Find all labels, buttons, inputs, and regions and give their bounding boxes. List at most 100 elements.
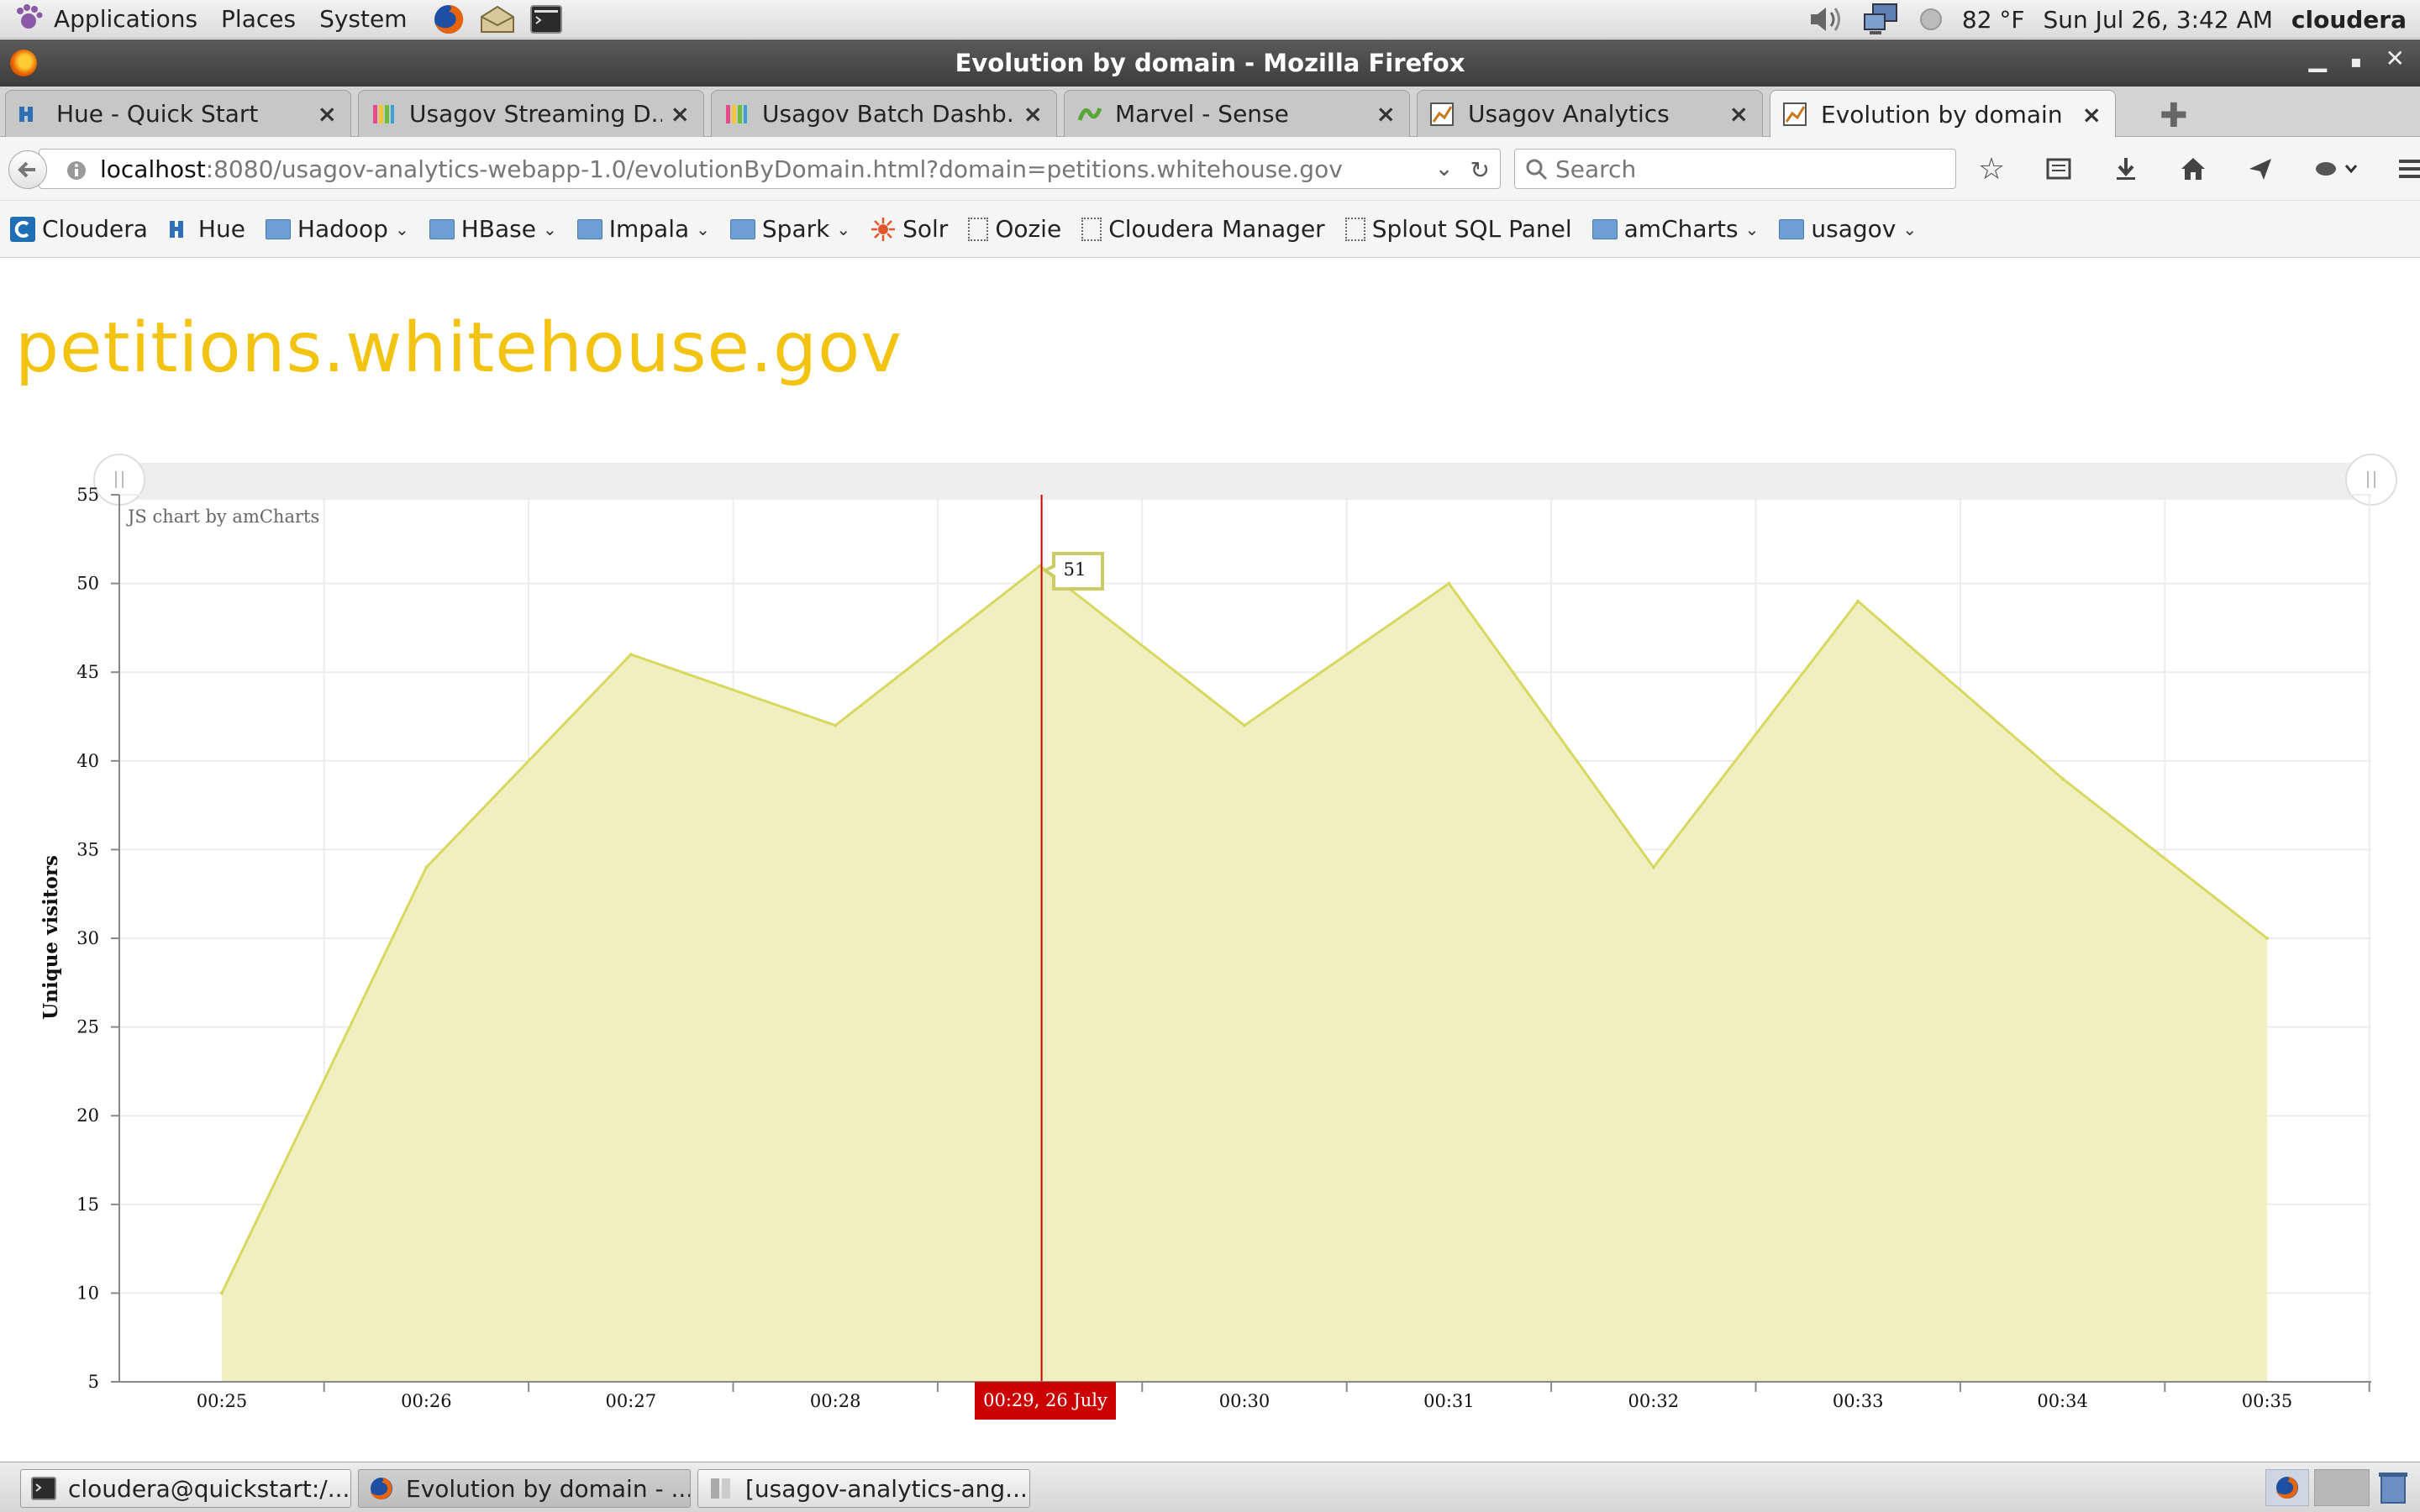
bookmark-folder-impala[interactable]: Impala ⌄ [576,215,710,243]
tab-hue-quick-start[interactable]: Hue - Quick Start × [5,90,351,137]
site-info-icon[interactable] [66,160,87,185]
scrollbar-right-handle[interactable] [2345,454,2397,506]
applications-menu[interactable]: Applications [0,3,209,36]
url-host: localhost [100,155,206,183]
tab-close-icon[interactable]: × [2081,100,2102,129]
data-point [220,1291,224,1295]
tab-close-icon[interactable]: × [1023,100,1043,128]
weather-icon [1919,8,1942,30]
tab-usagov-analytics[interactable]: Usagov Analytics × [1417,90,1763,137]
series-line-segment [1652,600,1860,869]
bookmark-oozie[interactable]: Oozie [968,215,1061,243]
terminal-launcher[interactable] [527,3,566,36]
bookmark-folder-hadoop[interactable]: Hadoop ⌄ [265,215,409,243]
hamburger-menu-icon[interactable] [2395,152,2420,186]
volume-icon[interactable] [1807,4,1844,34]
y-tick-label: 50 [76,574,99,594]
x-tick-label: 00:33 [1833,1391,1884,1411]
amcharts-credit[interactable]: JS chart by amCharts [126,507,319,527]
tab-usagov-batch[interactable]: Usagov Batch Dashb... × [711,90,1057,137]
y-tick-label: 20 [76,1105,99,1126]
close-window-icon[interactable]: ✕ [2385,45,2405,72]
data-point [2265,937,2269,940]
trash-icon[interactable] [2375,1469,2412,1506]
firefox-icon [371,1478,392,1499]
bookmark-splout-sql-panel[interactable]: Splout SQL Panel [1344,215,1572,243]
x-tick-label: 00:27 [606,1391,657,1411]
tab-label: Usagov Analytics [1468,100,1670,128]
clock[interactable]: Sun Jul 26, 3:42 AM [2043,5,2273,34]
tray-firefox-icon[interactable] [2265,1469,2309,1506]
window-title: Evolution by domain - Mozilla Firefox [955,49,1465,77]
folder-icon [429,218,455,239]
url-path: :8080/usagov-analytics-webapp-1.0/evolut… [205,155,1343,183]
bookmark-folder-amcharts[interactable]: amCharts ⌄ [1591,215,1759,243]
home-icon[interactable] [2176,152,2210,186]
y-tick-label: 25 [76,1017,99,1037]
page-content: petitions.whitehouse.gov 5 10 15 20 25 30 35 40… [0,258,2420,1461]
tab-label: Evolution by domain [1821,100,2063,129]
y-tick-label: 30 [76,928,99,948]
url-dropdown-icon[interactable]: ⌄ [1434,156,1454,181]
tab-close-icon[interactable]: × [1376,100,1396,128]
reload-icon[interactable]: ↻ [1470,156,1490,184]
bookmark-cloudera-manager[interactable]: Cloudera Manager [1081,215,1325,243]
tab-evolution-by-domain[interactable]: Evolution by domain × [1770,90,2116,138]
scrollbar-left-handle[interactable] [93,454,145,506]
search-input[interactable]: Search [1514,149,1956,189]
network-icon[interactable] [1863,3,1900,36]
series-line-segment [1448,582,1655,869]
series-line-segment [220,866,428,1294]
tab-usagov-streaming[interactable]: Usagov Streaming D... × [358,90,704,137]
share-icon[interactable] [2244,152,2277,186]
chart-scrollbar[interactable] [118,463,2373,500]
workspace-switcher[interactable] [2314,1469,2370,1506]
bookmark-hue[interactable]: Hue [168,215,245,243]
firefox-launcher[interactable] [429,3,468,36]
bookmark-cloudera[interactable]: Cloudera [10,215,148,243]
folder-icon [576,218,602,239]
task-editor[interactable]: [usagov-analytics-ang... [697,1469,1030,1508]
bookmark-folder-usagov[interactable]: usagov ⌄ [1779,215,1917,243]
bookmark-folder-hbase[interactable]: HBase ⌄ [429,215,557,243]
tab-close-icon[interactable]: × [317,100,337,128]
series-line-segment [1857,600,2064,780]
download-icon[interactable] [2109,152,2143,186]
minimize-icon[interactable]: ▁ [2308,45,2327,72]
bookmark-star-icon[interactable]: ☆ [1977,151,2006,186]
system-menu[interactable]: System [308,5,418,33]
tab-label: Usagov Streaming D... [409,100,662,128]
tab-close-icon[interactable]: × [670,100,690,128]
places-menu[interactable]: Places [209,5,308,33]
folder-icon [265,218,291,239]
task-label: Evolution by domain - ... [406,1474,691,1503]
back-button[interactable] [8,150,47,189]
mail-launcher[interactable] [478,3,517,36]
reading-list-icon[interactable] [2042,152,2075,186]
tab-marvel-sense[interactable]: Marvel - Sense × [1064,90,1410,137]
task-firefox[interactable]: Evolution by domain - ... [358,1469,691,1508]
sense-icon [1077,107,1102,121]
bookmark-label: Cloudera [42,215,148,243]
new-tab-icon[interactable]: ✚ [2160,97,2188,135]
x-tick-label: 00:30 [1219,1391,1270,1411]
data-point [1651,865,1655,869]
folder-icon [729,218,755,239]
gnome-foot-icon [17,3,43,29]
weather-temp[interactable]: 82 °F [1961,5,2025,34]
series-line-segment [2061,777,2268,940]
series-line-segment [1244,582,1450,727]
task-label: cloudera@quickstart:/... [68,1474,350,1503]
url-bar[interactable]: localhost:8080/usagov-analytics-webapp-1… [39,149,1501,189]
user-menu[interactable]: cloudera [2291,5,2407,34]
series-line-segment [1039,564,1245,727]
y-tick-label: 15 [76,1194,99,1215]
maximize-icon[interactable]: ▪ [2349,51,2362,71]
folder-icon [1591,218,1618,239]
task-terminal[interactable]: cloudera@quickstart:/... [20,1469,351,1508]
cursor-category-label: 00:29, 26 July [975,1382,1116,1420]
bookmark-solr[interactable]: Solr [871,215,948,243]
extension-icon[interactable] [2311,152,2361,186]
bookmark-folder-spark[interactable]: Spark ⌄ [729,215,850,243]
tab-close-icon[interactable]: × [1728,100,1749,128]
